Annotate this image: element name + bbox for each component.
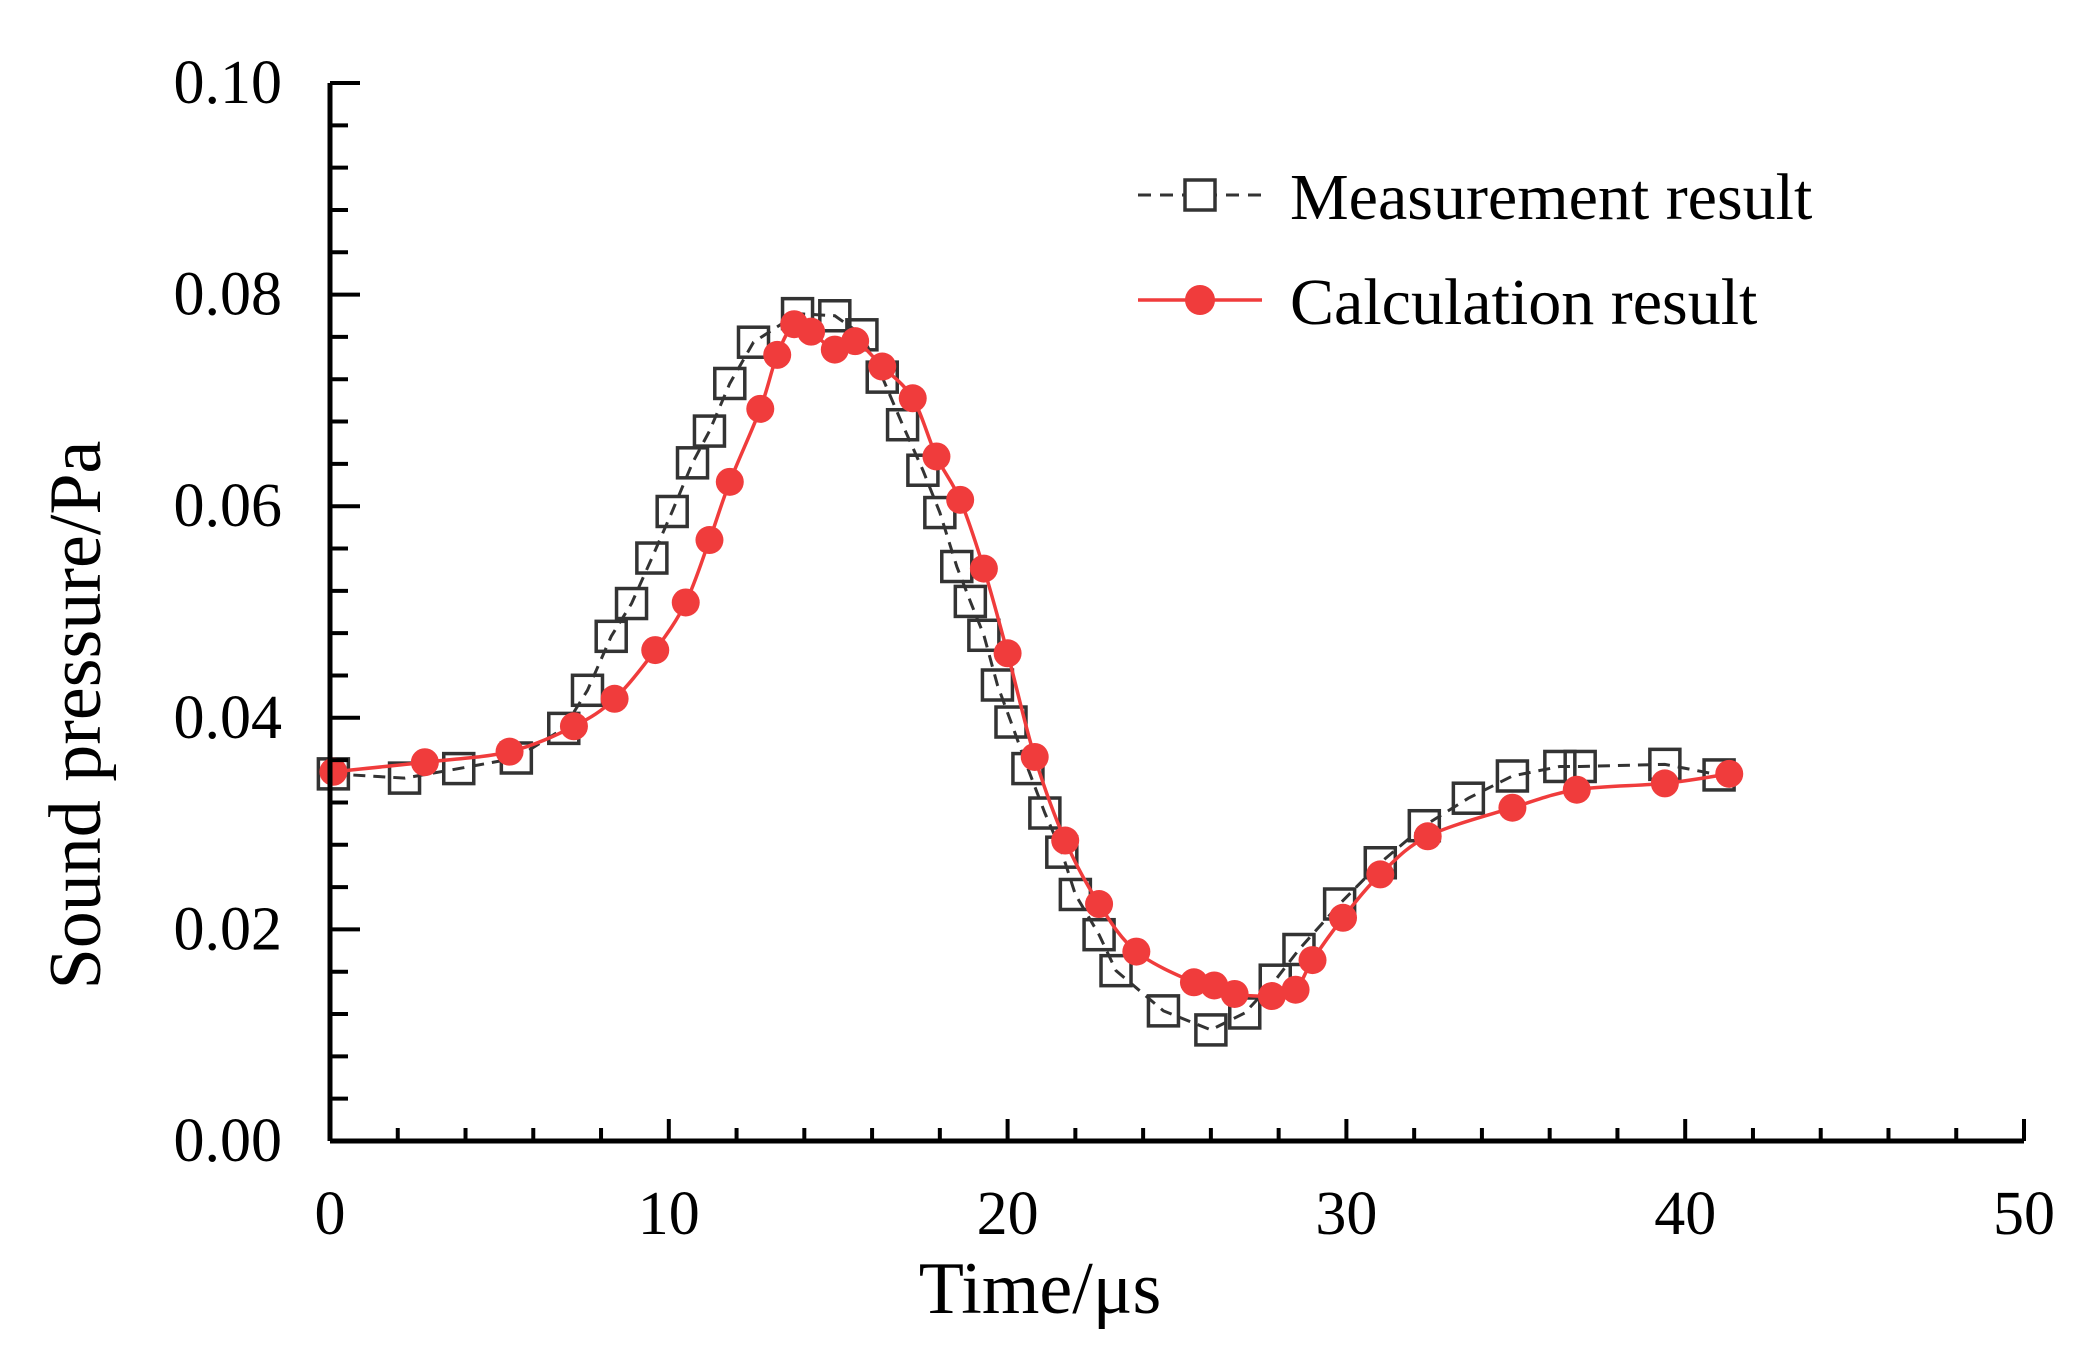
calculation-point [1366, 860, 1395, 889]
x-axis-title: Time/μs [919, 1248, 1162, 1330]
y-tick-label-0-04: 0.04 [174, 684, 283, 752]
calculation-point [641, 636, 670, 665]
y-axis-title: Sound pressure/Pa [35, 441, 117, 990]
calculation-point [922, 442, 951, 471]
axes [327, 81, 2026, 1144]
measurement-point [1451, 781, 1486, 815]
measurement-point [885, 407, 920, 442]
y-tick-label-0-06: 0.06 [174, 472, 283, 540]
calculation-point [319, 757, 348, 786]
calculation-point [1329, 903, 1358, 932]
measurement-point [441, 751, 476, 786]
calculation-point [993, 639, 1022, 668]
legend-label-calculation: Calculation result [1290, 266, 1757, 339]
legend-label-measurement: Measurement result [1290, 161, 1812, 234]
x-tick-label-0: 0 [315, 1180, 346, 1248]
calculation-point [969, 554, 998, 583]
calculation-point [1298, 946, 1327, 975]
measurement-point [1028, 796, 1062, 830]
y-tick-label-0-00: 0.00 [174, 1107, 283, 1175]
x-tick-label-30: 30 [1315, 1180, 1377, 1248]
calculation-point [1020, 742, 1049, 771]
measurement-point [980, 668, 1015, 702]
measurement-point [614, 586, 649, 621]
x-tick-label-10: 10 [638, 1180, 700, 1248]
x-tick-label-20: 20 [977, 1180, 1039, 1248]
y-tick-label-0-10: 0.10 [174, 49, 283, 117]
measurement-point [1146, 994, 1181, 1028]
calculation-point [715, 467, 744, 496]
calculation-point [1257, 982, 1286, 1011]
measurement-point [1099, 953, 1133, 988]
measurement-point [655, 494, 689, 529]
measurement-point [1082, 917, 1116, 952]
calculation-point [695, 526, 724, 555]
series-line-calculation [333, 321, 1730, 999]
calculation-point [1220, 979, 1249, 1008]
calculation-point [1085, 890, 1114, 919]
calculation-point [495, 737, 524, 766]
measurement-point [1194, 1013, 1228, 1047]
calculation-point [1281, 975, 1310, 1004]
calculation-point [1122, 937, 1151, 966]
calculation-point [1413, 822, 1442, 851]
calculation-point [763, 340, 792, 369]
legend-entry-calculation: Calculation result [1138, 266, 1757, 339]
tick-marks [330, 81, 2026, 1141]
calculation-point [1498, 793, 1527, 822]
calculation-point [841, 327, 870, 356]
calculation-point [1650, 769, 1679, 798]
y-tick-label-0-02: 0.02 [174, 895, 283, 963]
measurement-point [570, 673, 605, 708]
measurement-point [1495, 759, 1530, 793]
calculation-point [1562, 775, 1591, 804]
series-line-measurement [333, 312, 1720, 1032]
x-tick-label-50: 50 [1993, 1180, 2055, 1248]
y-tick-label-0-08: 0.08 [174, 261, 283, 329]
measurement-point [692, 414, 727, 448]
measurement-point [635, 541, 669, 575]
calculation-point [898, 384, 927, 413]
legend-marker-calculation [1185, 285, 1215, 315]
calculation-point [1051, 826, 1080, 855]
measurement-point [967, 618, 1001, 653]
calculation-point [559, 712, 588, 741]
series-calculation [319, 310, 1744, 1011]
calculation-point [1715, 759, 1744, 788]
legend-entry-measurement: Measurement result [1138, 161, 1812, 234]
measurement-point [713, 366, 747, 401]
measurement-point [1543, 749, 1577, 784]
calculation-point [946, 485, 975, 514]
series-measurement [316, 296, 1736, 1047]
measurement-point [953, 584, 988, 619]
calculation-point [671, 588, 700, 617]
calculation-point [600, 684, 629, 713]
series-layer [316, 296, 1744, 1047]
calculation-point [746, 394, 775, 423]
calculation-point [410, 748, 439, 777]
measurement-point [818, 299, 852, 333]
measurement-point [736, 325, 771, 359]
x-tick-label-40: 40 [1654, 1180, 1716, 1248]
calculation-point [868, 352, 897, 381]
measurement-point [675, 446, 710, 480]
calculation-point [797, 317, 826, 346]
measurement-point [594, 619, 628, 654]
legend: Measurement result Calculation result [1138, 161, 1812, 339]
legend-marker-measurement [1183, 178, 1217, 212]
